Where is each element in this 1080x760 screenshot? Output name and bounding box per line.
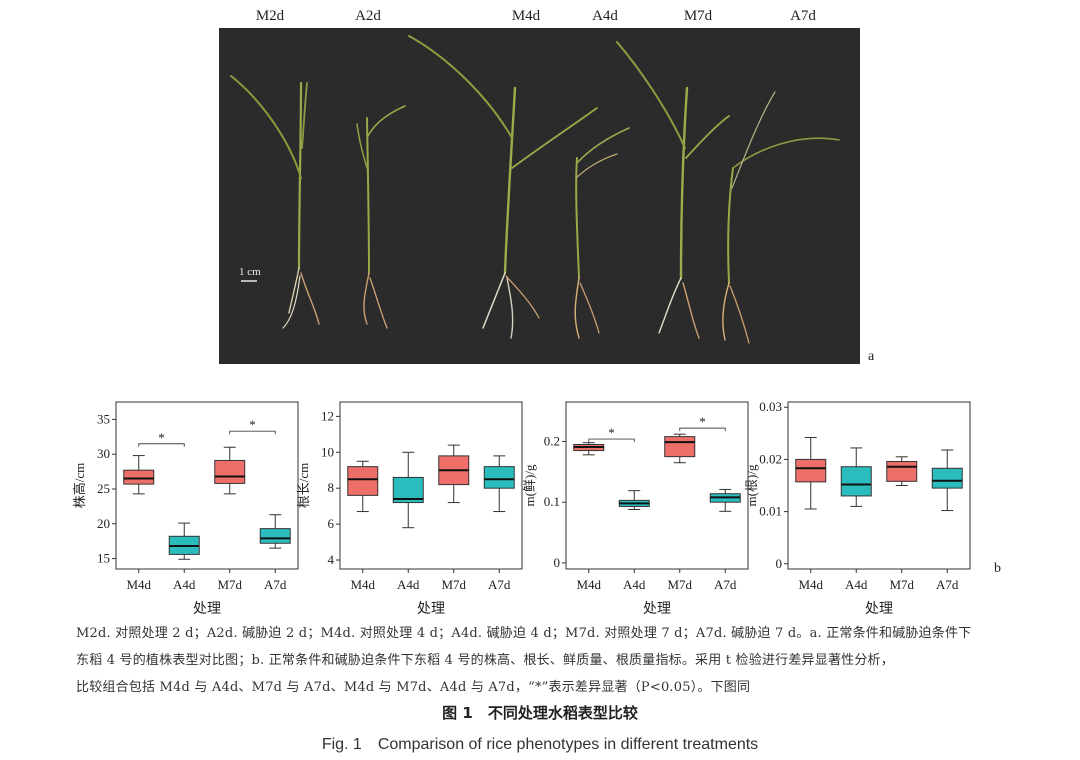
- x-tick-label: A7d: [936, 577, 959, 592]
- x-tick-label: M7d: [667, 577, 692, 592]
- x-tick-label: M7d: [889, 577, 914, 592]
- x-tick-label: M7d: [441, 577, 466, 592]
- figure-title-cn: 图 1 不同处理水稻表型比较: [442, 704, 638, 722]
- box-M4d: [123, 469, 155, 485]
- significance-star: *: [699, 414, 706, 429]
- x-tick-label: M4d: [350, 577, 375, 592]
- boxplot-fresh-mass-svg: 0 0.1 0.2 M4d A4d M7d A7d 处理 m(鲜)/g * *: [522, 401, 749, 617]
- box-M7d: [664, 436, 696, 458]
- photo-label-a7d: A7d: [790, 8, 816, 24]
- plot-frame: [787, 401, 971, 570]
- plot-frame: [565, 401, 749, 570]
- y-tick-label: 0.1: [544, 494, 560, 509]
- caption-line-1: M2d. 对照处理 2 d；A2d. 碱胁迫 2 d；M4d. 对照处理 4 d…: [76, 626, 972, 641]
- y-tick-label: 15: [97, 551, 110, 566]
- y-axis-label: 株高/cm: [72, 463, 87, 509]
- boxplot-plant-height-svg: 15 20 25 30 35 M4d A4d M7d A7d 处理 株高/cm * *: [72, 401, 299, 617]
- scale-bar-label: 1 cm: [239, 266, 261, 278]
- x-tick-label: A4d: [397, 577, 420, 592]
- significance-star: *: [158, 430, 165, 445]
- boxplot-root-mass: 0 0.01 0.02 0.03 M4d A4d M7d A7d 处理 m(根)/g: [742, 396, 982, 626]
- y-tick-label: 10: [321, 444, 334, 459]
- y-tick-label: 35: [97, 411, 110, 426]
- boxplot-root-mass-svg: 0 0.01 0.02 0.03 M4d A4d M7d A7d 处理 m(根)/g: [744, 399, 971, 617]
- photo-label-m2d: M2d: [255, 8, 285, 24]
- x-axis-label: 处理: [193, 601, 221, 617]
- y-tick-label: 0: [554, 555, 561, 570]
- y-tick-label: 30: [97, 446, 110, 461]
- box-M4d: [795, 458, 827, 483]
- plant-m7d: [616, 41, 730, 339]
- plant-a4d: [574, 127, 630, 339]
- y-tick-label: 4: [328, 552, 335, 567]
- x-axis-label: 处理: [643, 601, 671, 617]
- y-axis-label: m(鲜)/g: [522, 464, 537, 506]
- significance-bracket: [138, 443, 185, 447]
- significance-star: *: [608, 425, 615, 440]
- y-tick-label: 25: [97, 481, 110, 496]
- rice-seedlings-illustration: [230, 35, 840, 344]
- x-tick-label: A7d: [488, 577, 511, 592]
- y-tick-label: 6: [328, 516, 335, 531]
- box-M4d: [347, 466, 379, 496]
- box-A7d: [259, 528, 291, 544]
- boxplot-fresh-mass: 0 0.1 0.2 M4d A4d M7d A7d 处理 m(鲜)/g * *: [520, 396, 760, 626]
- plant-a2d: [356, 105, 406, 329]
- significance-bracket: [679, 427, 726, 432]
- caption-line-3: 比较组合包括 M4d 与 A4d、M7d 与 A7d、M4d 与 M7d、A4d…: [76, 680, 751, 695]
- photo-label-a4d: A4d: [592, 8, 618, 24]
- plant-m2d: [230, 75, 320, 329]
- x-tick-label: M7d: [217, 577, 242, 592]
- figure-title-en: Fig. 1 Comparison of rice phenotypes in …: [321, 736, 759, 753]
- significance-bracket: [588, 438, 635, 443]
- y-tick-label: 12: [321, 408, 334, 423]
- plot-frame: [115, 401, 299, 570]
- y-axis-label: 根长/cm: [296, 463, 311, 509]
- box-M7d: [214, 459, 246, 484]
- boxplot-plant-height: 15 20 25 30 35 M4d A4d M7d A7d 处理 株高/cm * *: [70, 396, 310, 626]
- x-tick-label: A7d: [714, 577, 737, 592]
- x-tick-label: A7d: [264, 577, 287, 592]
- x-tick-label: A4d: [845, 577, 868, 592]
- x-tick-label: M4d: [798, 577, 823, 592]
- box-A7d: [931, 467, 963, 489]
- rice-seedling-photo: 1 cm: [219, 28, 860, 364]
- box-M7d: [886, 460, 918, 482]
- caption-line-2: 东稻 4 号的植株表型对比图；b. 正常条件和碱胁迫条件下东稻 4 号的株高、根…: [76, 653, 894, 668]
- photo-label-m7d: M7d: [683, 8, 713, 24]
- x-axis-label: 处理: [417, 601, 445, 617]
- y-tick-label: 0.01: [759, 504, 782, 519]
- y-tick-label: 20: [97, 516, 110, 531]
- boxplot-root-length-svg: 4 6 8 10 12 M4d A4d M7d A7d 处理 根长/cm: [296, 401, 523, 617]
- photo-label-a2d: A2d: [355, 8, 381, 24]
- x-axis-label: 处理: [865, 601, 893, 617]
- y-tick-label: 0: [776, 556, 783, 571]
- plant-m4d: [408, 35, 598, 339]
- x-tick-label: A4d: [623, 577, 646, 592]
- y-tick-label: 8: [328, 480, 335, 495]
- y-tick-label: 0.02: [759, 451, 782, 466]
- panel-letter-a: a: [868, 349, 875, 364]
- plant-a7d: [722, 91, 840, 344]
- panel-letter-b: b: [994, 561, 1001, 576]
- y-axis-label: m(根)/g: [744, 464, 759, 506]
- y-tick-label: 0.03: [759, 399, 782, 414]
- significance-star: *: [249, 417, 256, 432]
- photo-label-m4d: M4d: [511, 8, 541, 24]
- y-tick-label: 0.2: [544, 433, 560, 448]
- box-A4d: [840, 466, 872, 497]
- x-tick-label: M4d: [126, 577, 151, 592]
- significance-bracket: [229, 430, 276, 435]
- x-tick-label: A4d: [173, 577, 196, 592]
- x-tick-label: M4d: [576, 577, 601, 592]
- boxplot-root-length: 4 6 8 10 12 M4d A4d M7d A7d 处理 根长/cm: [294, 396, 534, 626]
- box-A7d: [483, 466, 515, 489]
- plot-frame: [339, 401, 523, 570]
